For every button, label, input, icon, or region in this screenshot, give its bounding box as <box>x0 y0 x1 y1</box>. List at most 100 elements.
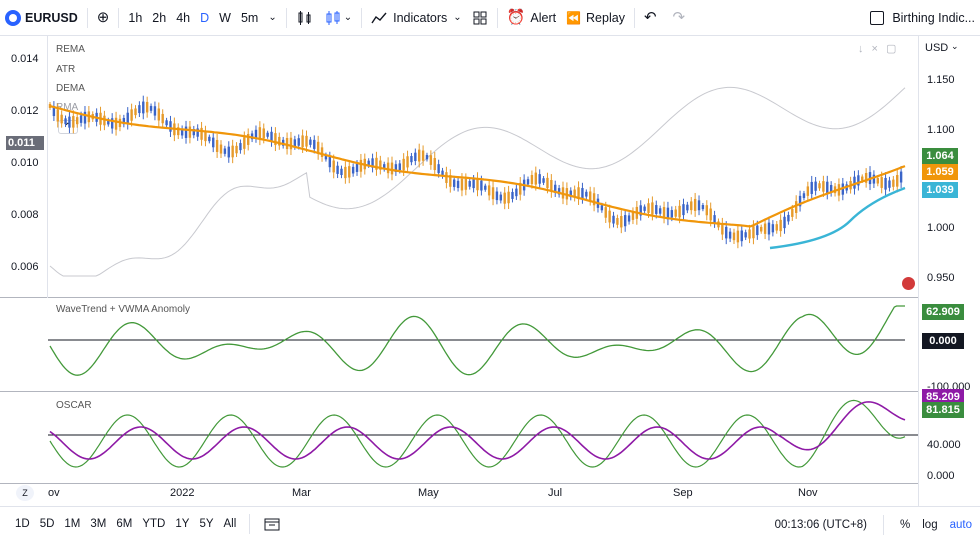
date-range-button[interactable] <box>264 517 280 531</box>
interval-5m[interactable]: 5m <box>240 10 259 25</box>
compare-button[interactable]: ⊕ <box>92 4 115 32</box>
symbol-search[interactable]: EURUSD <box>0 4 83 32</box>
left-last-value-tag: 0.011 <box>6 136 44 150</box>
right-price-axis[interactable]: USD ⌄ 1.150 1.100 1.000 0.950 -100.000 4… <box>918 36 980 506</box>
legend-atr[interactable]: ATR <box>56 64 76 75</box>
range-6m[interactable]: 6M <box>116 518 133 530</box>
candle-body <box>231 145 234 158</box>
candle-body <box>274 133 277 146</box>
rema-line <box>49 104 906 228</box>
legend-rma[interactable]: RMA <box>56 102 79 113</box>
currency-label[interactable]: USD <box>925 42 949 54</box>
candle-body <box>305 135 308 147</box>
candle-body <box>771 224 775 233</box>
candle-body <box>573 189 576 198</box>
range-5d[interactable]: 5D <box>39 518 55 530</box>
redo-button[interactable]: ↷ <box>668 4 691 32</box>
undo-icon: ↶ <box>643 9 657 26</box>
candle-body <box>386 162 390 174</box>
left-price-axis[interactable]: 0.014 0.012 0.010 0.008 0.006 <box>0 36 48 298</box>
wavetrend-line <box>49 305 905 376</box>
time-axis[interactable]: Z ov 2022 Mar May Jul Sep Nov <box>0 484 918 504</box>
interval-w[interactable]: W <box>219 10 231 25</box>
candle-body <box>647 203 650 213</box>
candle-body <box>857 175 860 186</box>
interval-dropdown[interactable]: ⌄ <box>263 4 281 32</box>
indicator-title: Birthing Indic... <box>892 10 975 25</box>
auto-toggle[interactable]: auto <box>949 518 972 531</box>
candle-body <box>68 116 71 128</box>
interval-d[interactable]: D <box>200 10 210 25</box>
candle-body <box>760 226 763 232</box>
zoom-reset-icon[interactable]: Z <box>16 485 34 501</box>
range-1m[interactable]: 1M <box>64 518 81 530</box>
candle-body <box>569 190 572 198</box>
candle-body <box>822 181 825 192</box>
legend-dema[interactable]: DEMA <box>56 83 85 94</box>
candle-body <box>227 146 230 158</box>
chart-area[interactable]: 0.014 0.012 0.010 0.008 0.006 0.011 REMA… <box>0 36 980 506</box>
candle-body <box>491 187 495 200</box>
candle-body <box>418 149 421 162</box>
interval-4h[interactable]: 4h <box>176 10 191 25</box>
range-1d[interactable]: 1D <box>15 518 30 530</box>
indicator-title-toggle[interactable]: Birthing Indic... <box>865 4 980 32</box>
indicators-button[interactable]: Indicators ⌄ <box>366 4 467 32</box>
interval-2h[interactable]: 2h <box>152 10 167 25</box>
candle-body <box>324 154 328 160</box>
range-3m[interactable]: 3M <box>90 518 107 530</box>
range-1y[interactable]: 1Y <box>175 518 190 530</box>
legend-rema[interactable]: REMA <box>56 44 85 55</box>
undo-button[interactable]: ↶ <box>639 4 662 32</box>
wavetrend-pane[interactable] <box>0 298 918 392</box>
candle-body <box>72 116 75 128</box>
us-flag-icon[interactable] <box>901 276 916 291</box>
time-tick: Nov <box>798 487 818 499</box>
percent-toggle[interactable]: % <box>900 518 911 531</box>
candles-button[interactable]: ⌄ <box>319 4 357 32</box>
right-tick: 0.950 <box>927 272 955 284</box>
wavetrend-tag-green: 62.909 <box>922 304 964 320</box>
candle-body <box>223 148 227 154</box>
clock-timezone[interactable]: 00:13:06 (UTC+8) <box>774 518 868 531</box>
maximize-icon[interactable]: ▢ <box>885 43 905 55</box>
candle-body <box>429 155 433 165</box>
oscar-legend[interactable]: OSCAR <box>56 400 92 411</box>
templates-button[interactable] <box>467 4 493 32</box>
candle-body <box>530 175 534 185</box>
candle-body <box>348 166 351 178</box>
candle-body <box>316 141 320 154</box>
candle-body <box>153 106 157 116</box>
candle-body <box>829 185 833 193</box>
main-price-pane[interactable] <box>0 36 918 298</box>
range-ytd[interactable]: YTD <box>142 518 166 530</box>
wavetrend-legend[interactable]: WaveTrend + VWMA Anomoly <box>56 304 191 315</box>
oscar-tag-purple: 85.209 <box>922 389 964 405</box>
candle-body <box>534 172 537 185</box>
candles-icon <box>326 10 340 25</box>
candle-body <box>212 137 215 148</box>
arrow-down-icon[interactable]: ↓ <box>858 43 872 55</box>
candle-body <box>507 191 510 204</box>
candle-body <box>449 175 452 187</box>
candle-body <box>643 206 646 211</box>
replay-button[interactable]: ⏪ Replay <box>561 4 630 32</box>
candle-body <box>736 230 740 243</box>
candle-body <box>278 136 281 146</box>
time-tick: Sep <box>673 487 693 499</box>
range-5y[interactable]: 5Y <box>199 518 214 530</box>
candle-body <box>293 139 297 147</box>
candle-body <box>247 133 250 145</box>
log-toggle[interactable]: log <box>922 518 938 531</box>
oscar-pane[interactable] <box>0 392 918 484</box>
candle-body <box>884 177 887 190</box>
candle-body <box>437 164 440 174</box>
close-icon[interactable]: × <box>871 43 886 55</box>
range-all[interactable]: All <box>223 518 237 530</box>
interval-1h[interactable]: 1h <box>128 10 143 25</box>
alert-button[interactable]: ⏰ Alert <box>502 4 561 32</box>
bar-style-button[interactable] <box>291 4 319 32</box>
candle-body <box>383 164 386 170</box>
candle-body <box>581 188 584 199</box>
currency-dropdown-icon[interactable]: ⌄ <box>951 41 959 51</box>
